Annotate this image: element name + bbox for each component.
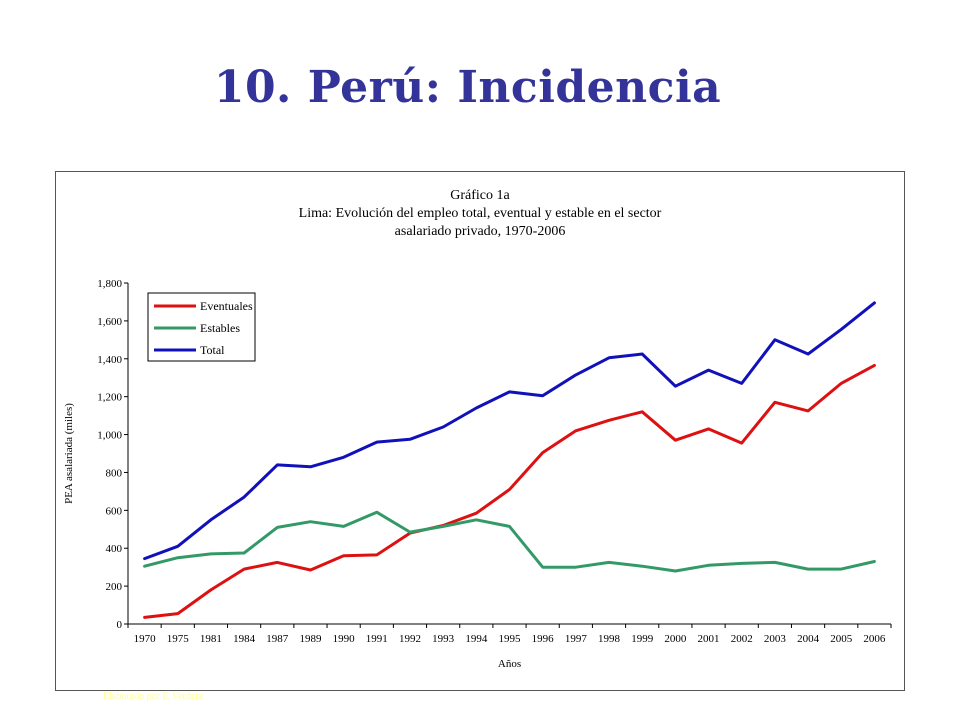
y-tick-label: 600	[106, 505, 123, 517]
legend-label-estables: Estables	[200, 321, 240, 335]
chart-series	[143, 301, 876, 619]
x-tick-label: 1984	[233, 633, 256, 645]
chart-title: Gráfico 1a Lima: Evolución del empleo tot…	[299, 188, 662, 239]
series-line-eventuales	[143, 363, 876, 619]
x-tick-label: 1991	[366, 633, 388, 645]
y-tick-label: 200	[106, 581, 123, 593]
x-tick-label: 1990	[333, 633, 356, 645]
x-tick-label: 1996	[532, 633, 555, 645]
series-line-estables	[143, 510, 876, 573]
x-tick-label: 1999	[631, 633, 654, 645]
chart-title-line-3: asalariado privado, 1970-2006	[395, 224, 566, 239]
x-tick-label: 1997	[565, 633, 588, 645]
x-tick-label: 2006	[863, 633, 886, 645]
y-tick-label: 0	[117, 619, 123, 631]
chart-frame: Gráfico 1a Lima: Evolución del empleo tot…	[55, 171, 905, 691]
legend-label-eventuales: Eventuales	[200, 299, 253, 313]
x-tick-label: 1995	[499, 633, 522, 645]
chart-legend: Eventuales Estables Total	[147, 292, 256, 362]
x-tick-label: 1993	[432, 633, 455, 645]
x-tick-label: 1975	[167, 633, 190, 645]
x-tick-label: 1994	[465, 633, 488, 645]
chart-title-line-2: Lima: Evolución del empleo total, eventu…	[299, 206, 662, 221]
chart-title-line-1: Gráfico 1a	[450, 188, 510, 203]
y-axis-label: PEA asalariada (miles)	[63, 403, 75, 504]
y-tick-label: 1,200	[97, 392, 122, 404]
y-tick-label: 1,000	[97, 430, 122, 442]
legend-label-total: Total	[200, 343, 225, 357]
chart-axes: 0 200 400 600 800 1,000 1,200 1,400 1,600 1,800 19…	[63, 278, 892, 670]
x-tick-label: 2000	[664, 633, 687, 645]
x-tick-label: 1989	[299, 633, 322, 645]
x-tick-label: 1998	[598, 633, 621, 645]
x-tick-label: 2004	[797, 633, 820, 645]
x-tick-label: 1981	[200, 633, 222, 645]
x-tick-label: 1992	[399, 633, 421, 645]
y-tick-label: 1,800	[97, 278, 122, 290]
y-tick-label: 1,400	[97, 354, 122, 366]
credit-text: Elaborado por F. Verdera	[103, 691, 204, 702]
series-line-total	[143, 301, 876, 561]
x-tick-label: 2005	[830, 633, 853, 645]
x-tick-label: 2001	[698, 633, 720, 645]
x-tick-label: 2002	[731, 633, 753, 645]
y-tick-label: 1,600	[97, 316, 122, 328]
x-axis-label: Años	[498, 658, 521, 670]
x-tick-label: 1987	[266, 633, 289, 645]
line-chart: Gráfico 1a Lima: Evolución del empleo tot…	[63, 188, 892, 670]
x-tick-label: 2003	[764, 633, 787, 645]
y-tick-label: 800	[106, 467, 123, 479]
x-tick-label: 1970	[134, 633, 157, 645]
slide-title: 10. Perú: Incidencia	[213, 62, 722, 113]
y-tick-label: 400	[106, 543, 123, 555]
